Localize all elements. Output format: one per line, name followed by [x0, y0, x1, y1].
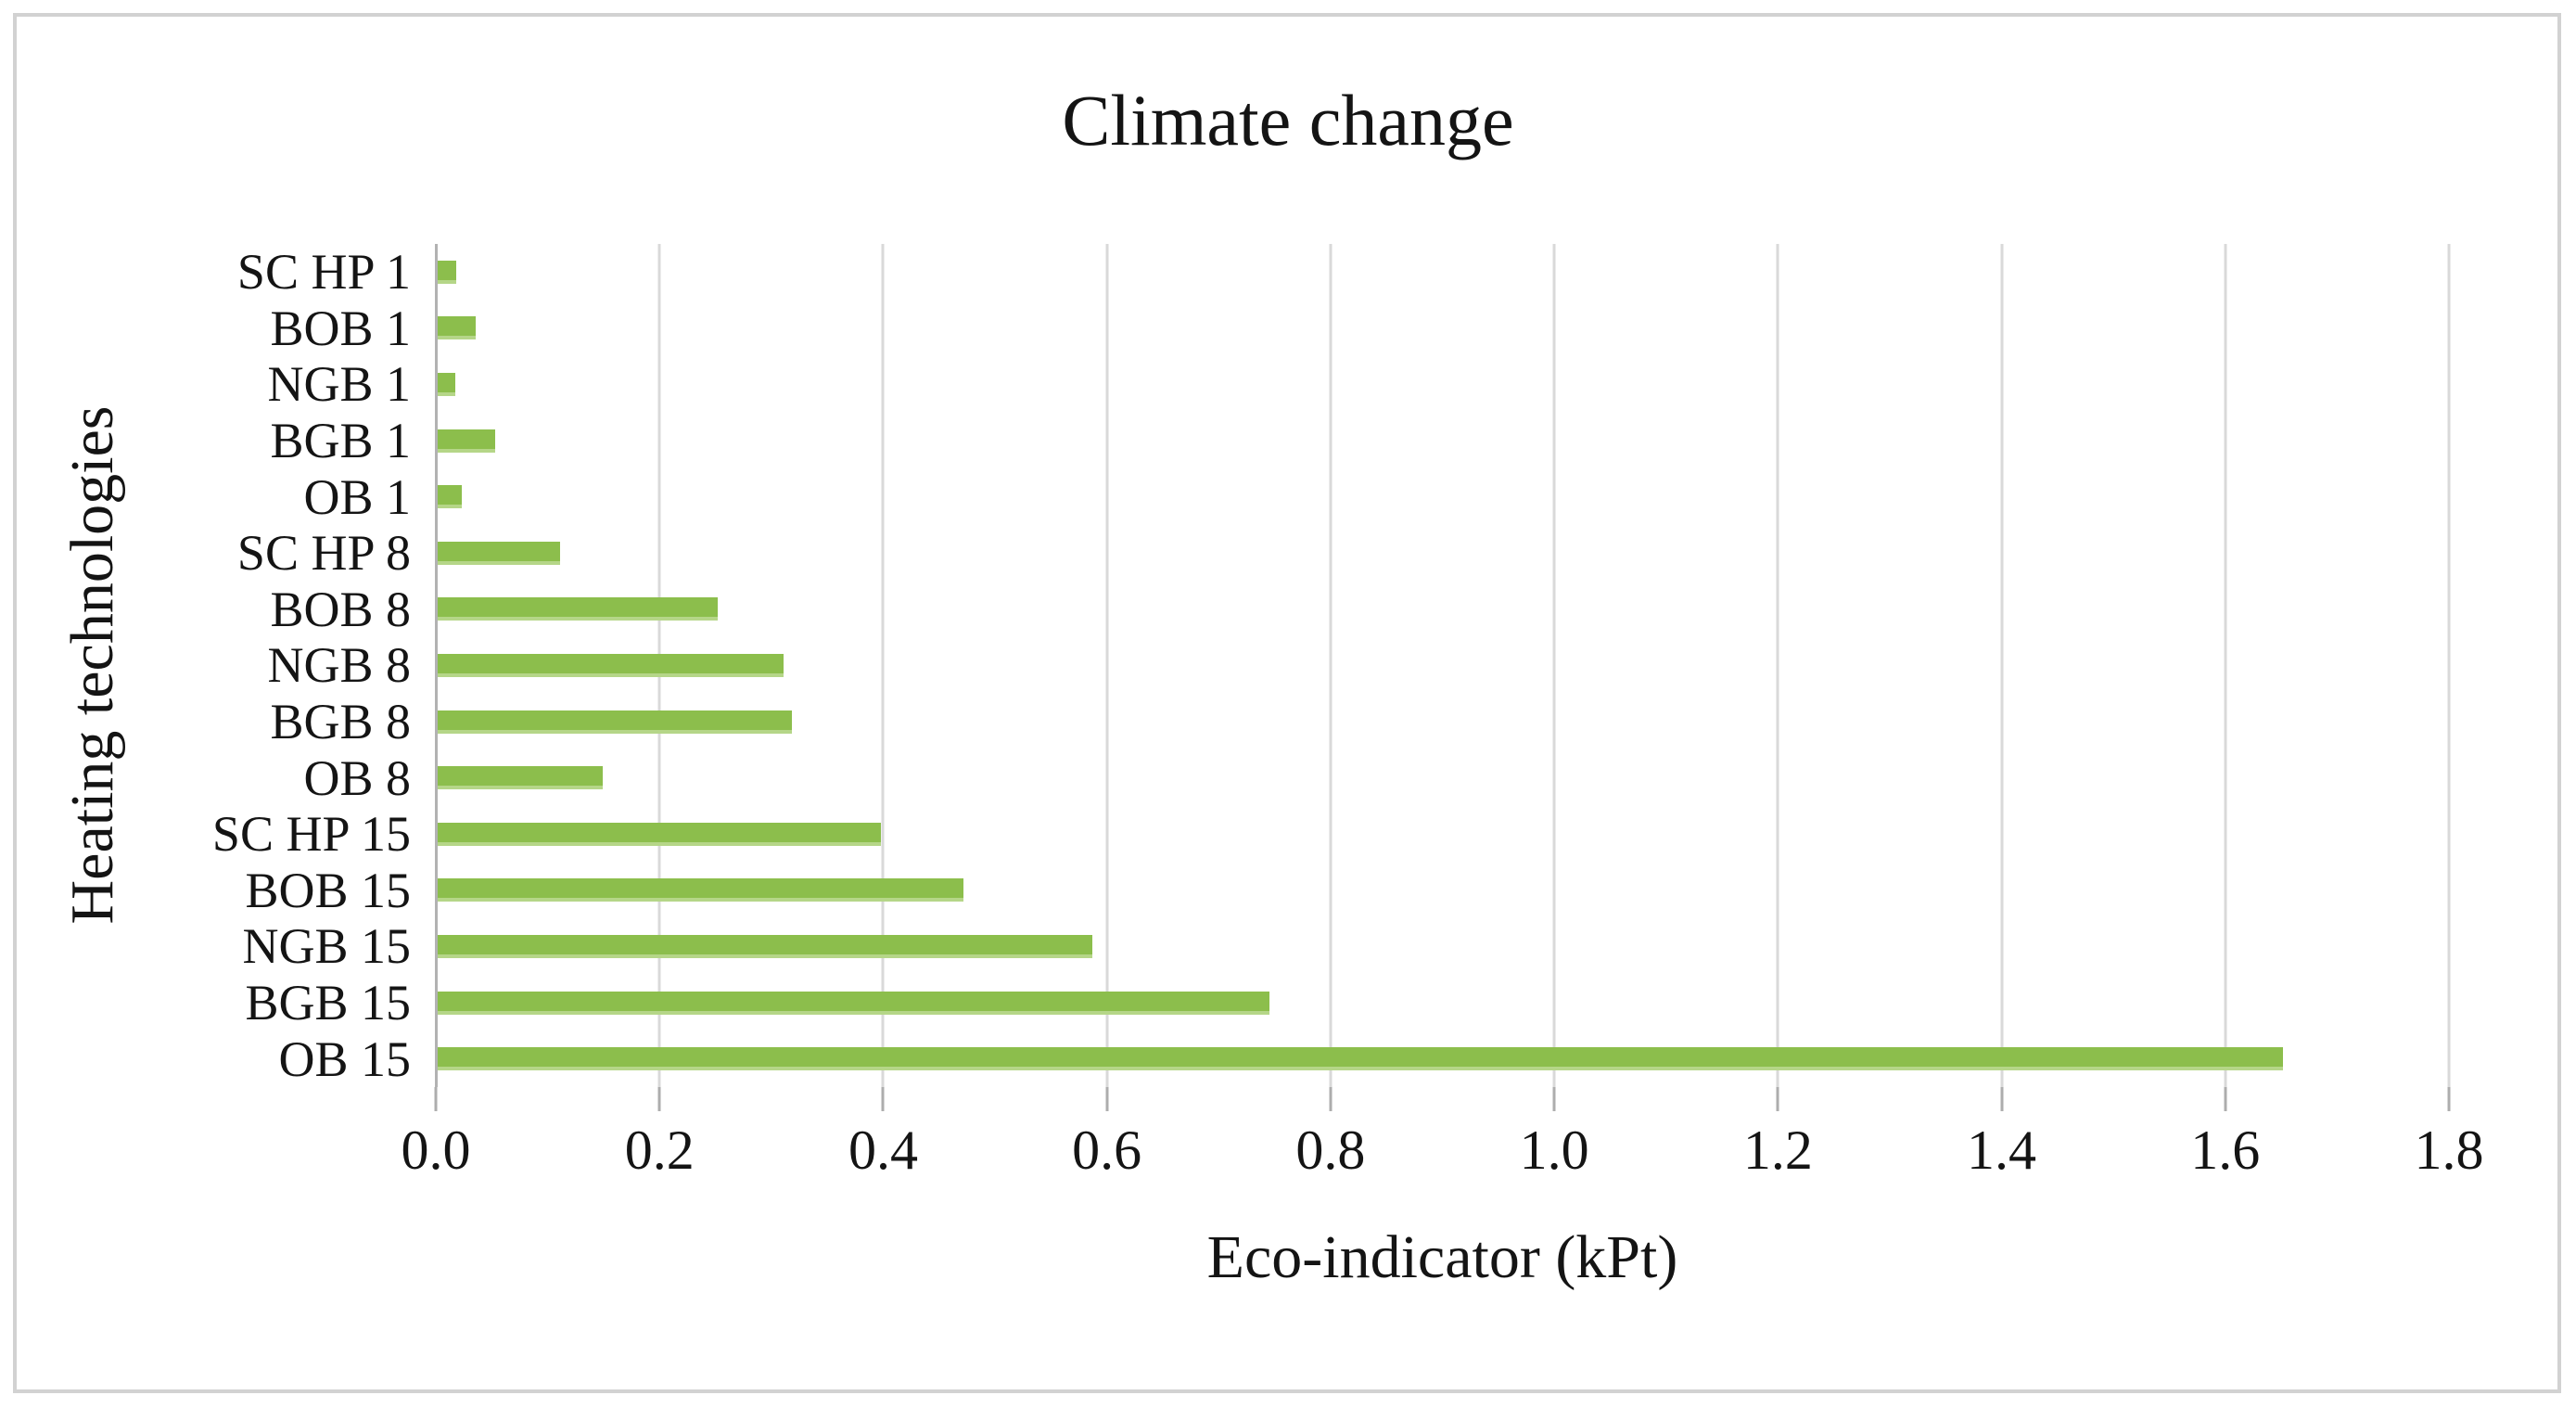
bar-row	[436, 749, 2449, 806]
bar-row	[436, 582, 2449, 638]
bar-row	[436, 637, 2449, 694]
bar-ngb-15	[436, 934, 1092, 958]
bar-row	[436, 806, 2449, 863]
bar-bgb-1	[436, 429, 495, 453]
gridline	[1776, 244, 1779, 1087]
bar-row	[436, 468, 2449, 525]
value-axis-line	[435, 244, 438, 1087]
category-label: BOB 1	[270, 300, 411, 356]
x-tick-label: 0.0	[401, 1120, 471, 1181]
category-label: OB 1	[303, 468, 411, 525]
bar-row	[436, 244, 2449, 301]
gridline	[1105, 244, 1109, 1087]
x-axis-title: Eco-indicator (kPt)	[1206, 1223, 1678, 1291]
bar-ob-15	[436, 1047, 2284, 1071]
category-label: NGB 1	[267, 356, 411, 413]
bar-row	[436, 301, 2449, 357]
gridline	[2000, 244, 2004, 1087]
bar-sc-hp-1	[436, 260, 456, 284]
x-tick-mark	[1552, 1087, 1556, 1111]
x-tick-label: 0.8	[1295, 1120, 1366, 1181]
category-label: BGB 8	[270, 694, 411, 750]
plot-area	[435, 244, 2451, 1087]
category-label: NGB 8	[267, 637, 411, 694]
bar-row	[436, 863, 2449, 919]
bar-row	[436, 975, 2449, 1031]
bar-row	[436, 1030, 2449, 1087]
x-tick-mark	[434, 1087, 438, 1111]
gridline	[1329, 244, 1333, 1087]
category-label: OB 15	[278, 1030, 411, 1087]
category-label: BOB 8	[270, 581, 411, 637]
x-tick-label: 1.6	[2190, 1120, 2261, 1181]
bar-ob-1	[436, 485, 462, 509]
x-tick-mark	[2000, 1087, 2004, 1111]
category-label: BGB 1	[270, 413, 411, 469]
tick-marks	[434, 1087, 2451, 1111]
chart-title: Climate change	[1062, 80, 1514, 160]
bar-row	[436, 356, 2449, 413]
bar-sc-hp-8	[436, 541, 560, 565]
x-tick-mark	[2224, 1087, 2227, 1111]
category-label: SC HP 15	[211, 806, 411, 863]
bar-ob-8	[436, 766, 603, 790]
x-tick-label: 1.0	[1519, 1120, 1589, 1181]
bar-row	[436, 413, 2449, 469]
x-tick-label: 1.2	[1742, 1120, 1813, 1181]
x-tick-label: 1.4	[1967, 1120, 2037, 1181]
x-tick-mark	[657, 1087, 661, 1111]
x-tick-label: 0.4	[848, 1120, 918, 1181]
bar-series	[436, 244, 2449, 1087]
bar-bgb-8	[436, 710, 792, 734]
x-tick-mark	[881, 1087, 885, 1111]
gridline	[2224, 244, 2227, 1087]
bar-row	[436, 918, 2449, 975]
bar-bob-15	[436, 878, 964, 902]
category-label: NGB 15	[242, 918, 411, 975]
gridline	[881, 244, 885, 1087]
gridline	[1552, 244, 1556, 1087]
bar-row	[436, 694, 2449, 750]
category-label: BOB 15	[245, 862, 411, 918]
bar-sc-hp-15	[436, 822, 882, 846]
category-label: BGB 15	[245, 975, 411, 1031]
bar-row	[436, 525, 2449, 582]
bar-ngb-1	[436, 372, 455, 396]
x-tick-label: 0.6	[1072, 1120, 1142, 1181]
category-axis-labels: SC HP 1 BOB 1 NGB 1 BGB 1 OB 1 SC HP 8 BOB 8 NG…	[0, 244, 411, 1087]
gridline	[2447, 244, 2451, 1087]
x-tick-labels: 0.0 0.2 0.4 0.6 0.8 1.0 1.2 1.4 1.6 1.8	[402, 1119, 2484, 1185]
bar-bgb-15	[436, 991, 1269, 1015]
x-tick-mark	[1776, 1087, 1779, 1111]
x-tick-label: 1.8	[2414, 1120, 2484, 1181]
category-label: SC HP 1	[236, 244, 411, 301]
bar-bob-8	[436, 597, 718, 621]
x-tick-mark	[1105, 1087, 1109, 1111]
bar-ngb-8	[436, 653, 784, 677]
x-tick-mark	[1329, 1087, 1333, 1111]
category-label: OB 8	[303, 749, 411, 806]
x-tick-label: 0.2	[624, 1120, 695, 1181]
x-tick-mark	[2447, 1087, 2451, 1111]
bar-bob-1	[436, 316, 477, 340]
category-label: SC HP 8	[236, 525, 411, 582]
